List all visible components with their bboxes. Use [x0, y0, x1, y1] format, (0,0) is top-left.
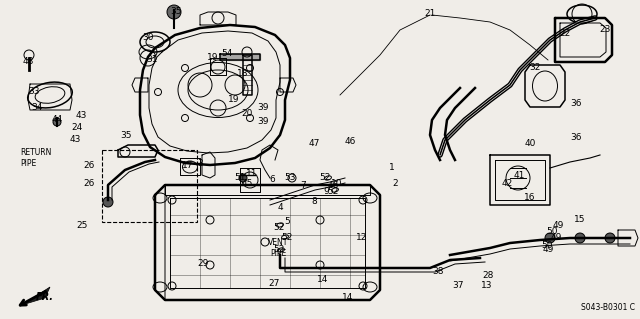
Text: 50: 50 [547, 227, 557, 236]
Text: RETURN
PIPE: RETURN PIPE [20, 148, 51, 168]
Text: 17: 17 [182, 160, 194, 169]
Circle shape [545, 233, 555, 243]
Text: 7: 7 [300, 181, 306, 189]
Text: S043-B0301 C: S043-B0301 C [581, 303, 635, 312]
Text: 14: 14 [342, 293, 354, 301]
Text: 8: 8 [311, 197, 317, 206]
Circle shape [239, 174, 247, 182]
Text: 19: 19 [228, 94, 240, 103]
Text: 39: 39 [257, 103, 269, 113]
Bar [102, 150, 197, 222]
Text: 48: 48 [22, 56, 34, 65]
Circle shape [575, 233, 585, 243]
Text: 50: 50 [541, 241, 553, 249]
Circle shape [53, 118, 61, 126]
Text: 20: 20 [241, 108, 253, 117]
Text: 37: 37 [452, 281, 464, 291]
Text: 52: 52 [319, 174, 331, 182]
Text: 16: 16 [524, 194, 536, 203]
Text: 22: 22 [559, 29, 571, 39]
Text: 14: 14 [317, 275, 329, 284]
Text: 18: 18 [237, 69, 249, 78]
Circle shape [167, 5, 181, 19]
Text: 53: 53 [284, 173, 296, 182]
Text: 13: 13 [481, 280, 493, 290]
Text: 52: 52 [282, 233, 292, 241]
Text: 38: 38 [432, 266, 444, 276]
Text: 9: 9 [323, 188, 329, 197]
Text: 26: 26 [83, 179, 95, 188]
Circle shape [605, 233, 615, 243]
Text: 32: 32 [529, 63, 541, 71]
Text: 34: 34 [31, 103, 43, 113]
Text: 12: 12 [356, 234, 368, 242]
Text: 21: 21 [424, 10, 436, 19]
Text: 28: 28 [483, 271, 493, 279]
Text: 2: 2 [392, 179, 398, 188]
Text: 24: 24 [72, 123, 83, 132]
Circle shape [103, 197, 113, 207]
Polygon shape [220, 54, 260, 60]
Text: 35: 35 [170, 6, 182, 16]
Text: 40: 40 [524, 139, 536, 149]
Text: 26: 26 [83, 160, 95, 169]
Text: 41: 41 [513, 172, 525, 181]
Polygon shape [22, 287, 50, 305]
Text: 45: 45 [241, 179, 253, 188]
Text: 4: 4 [277, 204, 283, 212]
Text: 43: 43 [69, 136, 81, 145]
Text: 46: 46 [327, 181, 339, 189]
Text: 54: 54 [221, 49, 233, 58]
Text: 51: 51 [234, 173, 246, 182]
Text: 23: 23 [599, 26, 611, 34]
Text: 1: 1 [389, 164, 395, 173]
Text: 30: 30 [142, 33, 154, 41]
Text: 19: 19 [207, 54, 219, 63]
Text: 39: 39 [257, 117, 269, 127]
Text: 49: 49 [550, 233, 562, 241]
Text: 47: 47 [308, 138, 320, 147]
Text: 43: 43 [76, 110, 86, 120]
Text: 46: 46 [344, 137, 356, 146]
Text: 52: 52 [327, 188, 339, 197]
Text: 42: 42 [501, 179, 513, 188]
Text: FR.: FR. [36, 292, 54, 302]
Text: 36: 36 [570, 133, 582, 143]
Text: 31: 31 [147, 56, 157, 64]
Text: 10: 10 [332, 179, 343, 188]
Text: 52: 52 [273, 244, 285, 254]
Text: 3: 3 [197, 160, 203, 168]
Text: 33: 33 [28, 86, 40, 95]
Text: VENT
PIPE: VENT PIPE [268, 238, 288, 258]
Text: 25: 25 [76, 220, 88, 229]
Text: 6: 6 [269, 175, 275, 184]
Text: 35: 35 [120, 130, 132, 139]
Text: 44: 44 [51, 115, 63, 124]
Text: 29: 29 [197, 258, 209, 268]
Text: 49: 49 [552, 220, 564, 229]
Text: 5: 5 [284, 217, 290, 226]
Text: 52: 52 [273, 224, 285, 233]
Text: 36: 36 [570, 100, 582, 108]
Text: 11: 11 [246, 169, 258, 179]
Text: 49: 49 [542, 246, 554, 255]
Text: 15: 15 [574, 216, 586, 225]
Text: 27: 27 [268, 278, 280, 287]
